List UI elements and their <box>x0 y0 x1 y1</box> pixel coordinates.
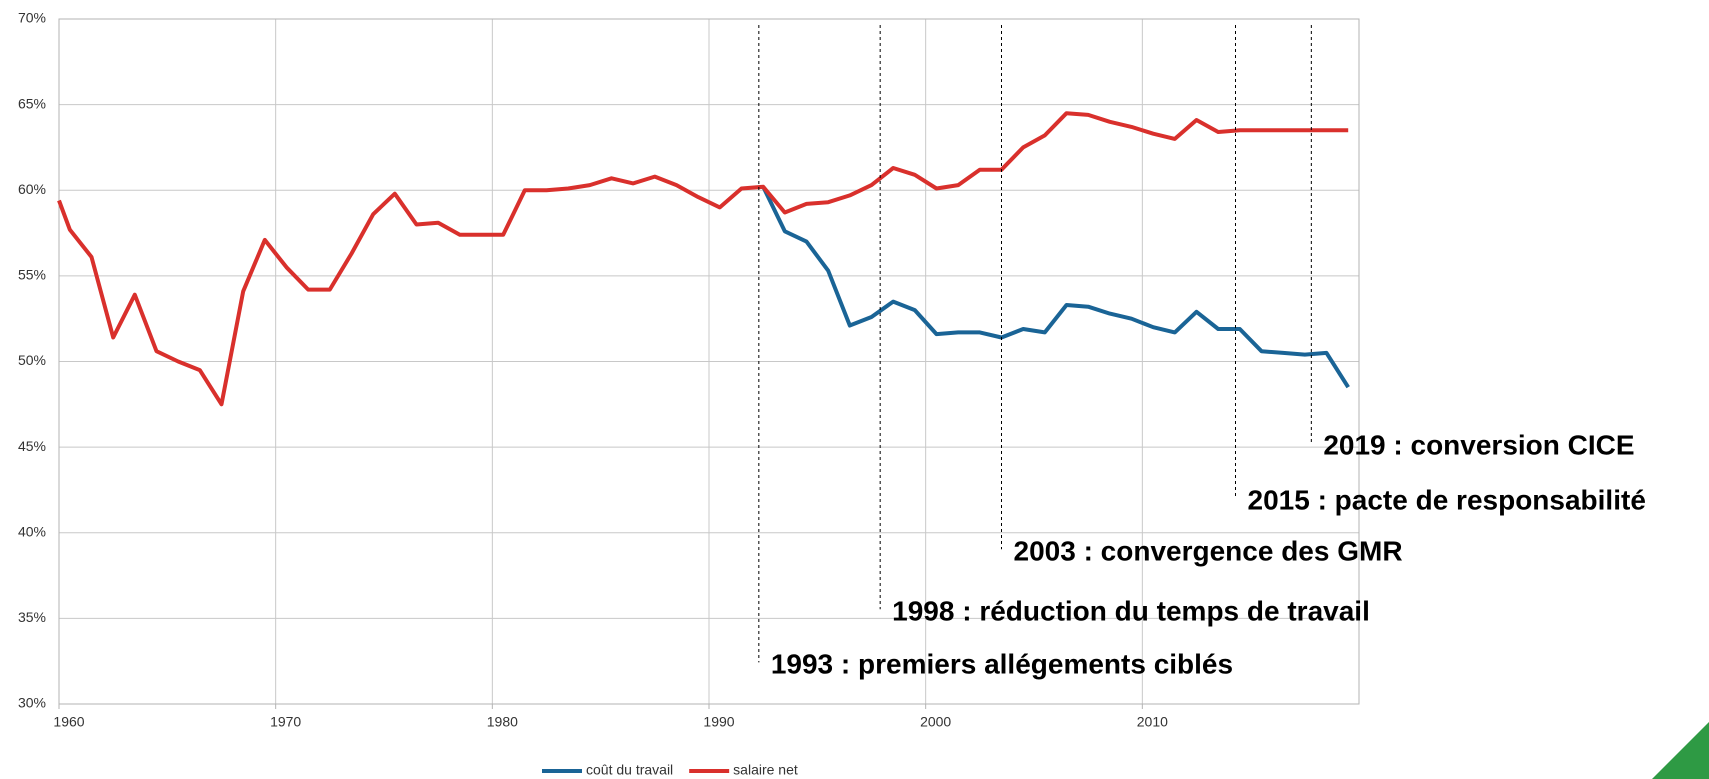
x-tick-label: 1970 <box>270 714 301 730</box>
x-tick-label: 2010 <box>1137 714 1168 730</box>
y-tick-label: 65% <box>18 95 46 111</box>
x-tick-label: 1990 <box>703 714 734 730</box>
y-tick-label: 45% <box>18 438 46 454</box>
x-tick-label: 2000 <box>920 714 951 730</box>
x-tick-label: 1960 <box>53 714 84 730</box>
y-tick-label: 70% <box>18 10 46 26</box>
series-line <box>57 111 1349 407</box>
plot-border <box>58 18 1360 705</box>
y-tick-label: 60% <box>18 181 46 197</box>
legend-label: coût du travail <box>586 762 673 778</box>
y-tick-label: 35% <box>18 609 46 625</box>
y-tick-label: 55% <box>18 267 46 283</box>
annotation-text: 2019 : conversion CICE <box>1323 430 1634 461</box>
y-tick-label: 30% <box>18 695 46 711</box>
annotation-text: 2003 : convergence des GMR <box>1014 536 1403 567</box>
annotation-text: 1998 : réduction du temps de travail <box>892 596 1370 627</box>
y-tick-label: 50% <box>18 352 46 368</box>
corner-decoration <box>1652 722 1709 779</box>
legend-label: salaire net <box>733 762 798 778</box>
annotation-text: 2015 : pacte de responsabilité <box>1248 484 1646 515</box>
x-tick-label: 1980 <box>487 714 518 730</box>
annotation-text: 1993 : premiers allégements ciblés <box>771 649 1233 680</box>
series-line <box>761 185 1350 389</box>
y-tick-label: 40% <box>18 523 46 539</box>
